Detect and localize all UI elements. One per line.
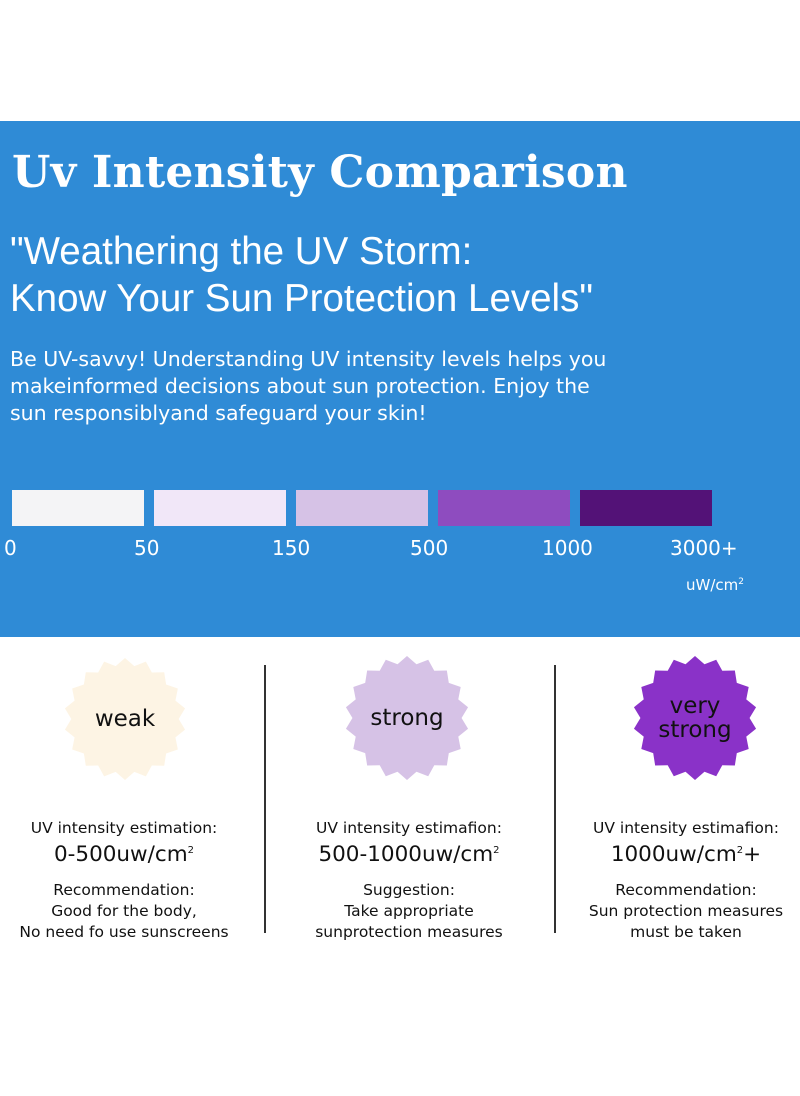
scale-swatch-5: [580, 490, 712, 526]
weak-estimation-label: UV intensity estimation:: [30, 819, 218, 837]
strong-range-exponent: 2: [493, 844, 500, 856]
intro-line-3: sun responsiblyand safeguard your skin!: [10, 401, 427, 425]
very-strong-advice-line-2: must be taken: [630, 923, 742, 941]
very-strong-range-suffix: +: [743, 842, 762, 867]
weak-advice-line-1: Good for the body,: [51, 902, 197, 920]
very-strong-column: UV intensity estimafion: 1000uw/cm2+ Rec…: [572, 818, 800, 943]
very-strong-badge: very strong: [632, 655, 758, 781]
weak-badge-burst-icon: [64, 658, 186, 780]
scale-tick-1000: 1000: [542, 536, 593, 560]
weak-advice-title: Recommendation:: [53, 881, 195, 899]
strong-estimation-label: UV intensity estimafion:: [316, 819, 502, 837]
strong-badge-burst-icon: [345, 656, 469, 780]
weak-range-exponent: 2: [187, 844, 195, 856]
very-strong-range: 1000uw/cm2+: [572, 840, 800, 870]
strong-range: 500-1000uw/cm2: [282, 840, 536, 870]
strong-badge-label: strong: [344, 655, 470, 781]
scale-unit-exponent: 2: [738, 577, 744, 587]
weak-badge-label: weak: [63, 657, 187, 781]
weak-badge-text: weak: [94, 706, 156, 732]
weak-range-value: 0-500uw/cm: [53, 842, 188, 867]
scale-swatch-4: [438, 490, 570, 526]
scale-tick-3000: 3000+: [670, 536, 738, 560]
strong-advice-line-1: Take appropriate: [344, 902, 474, 920]
scale-tick-500: 500: [410, 536, 449, 560]
very-strong-estimation-label: UV intensity estimafion:: [593, 819, 779, 837]
scale-swatch-3: [296, 490, 428, 526]
very-strong-range-value: 1000uw/cm: [610, 842, 737, 867]
very-strong-badge-text-line-2: strong: [658, 717, 732, 743]
weak-range: 0-500uw/cm2: [0, 840, 248, 870]
very-strong-badge-text-line-1: very: [669, 693, 721, 719]
page-title: Uv Intensity Comparison: [12, 147, 628, 198]
weak-column: UV intensity estimation: 0-500uw/cm2 Rec…: [0, 818, 248, 943]
very-strong-badge-burst-icon: [633, 656, 757, 780]
very-strong-advice-title: Recommendation:: [615, 881, 757, 899]
weak-badge: weak: [63, 657, 187, 781]
scale-tick-150: 150: [272, 536, 311, 560]
scale-tick-0: 0: [4, 536, 17, 560]
header-banner: [0, 121, 800, 637]
strong-range-value: 500-1000uw/cm: [318, 842, 494, 867]
intro-text: Be UV-savvy! Understanding UV intensity …: [10, 346, 770, 427]
strong-column: UV intensity estimafion: 500-1000uw/cm2 …: [282, 818, 536, 943]
strong-badge: strong: [344, 655, 470, 781]
very-strong-range-exponent: 2: [736, 844, 744, 856]
strong-advice-title: Suggestion:: [363, 881, 455, 899]
strong-advice-line-2: sunprotection measures: [315, 923, 503, 941]
headline-line-2: Know Your Sun Protection Levels": [10, 277, 593, 320]
strong-badge-text: strong: [370, 705, 444, 731]
weak-advice-line-2: No need fo use sunscreens: [19, 923, 229, 941]
column-divider-2: [554, 665, 556, 933]
scale-swatch-2: [154, 490, 286, 526]
intro-line-1: Be UV-savvy! Understanding UV intensity …: [10, 347, 607, 371]
scale-swatch-1: [12, 490, 144, 526]
scale-tick-50: 50: [134, 536, 160, 560]
column-divider-1: [264, 665, 266, 933]
scale-unit: uW/cm2: [686, 576, 744, 594]
intro-line-2: makeinformed decisions about sun protect…: [10, 374, 590, 398]
very-strong-badge-label: very strong: [632, 655, 758, 781]
very-strong-advice-line-1: Sun protection measures: [588, 902, 784, 920]
headline: "Weathering the UV Storm: Know Your Sun …: [10, 228, 790, 322]
scale-unit-base: uW/cm: [686, 576, 739, 594]
headline-line-1: "Weathering the UV Storm:: [10, 230, 473, 273]
